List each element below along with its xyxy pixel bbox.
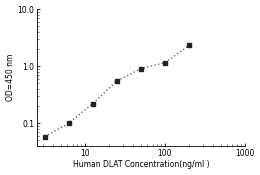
X-axis label: Human DLAT Concentration(ng/ml ): Human DLAT Concentration(ng/ml ): [73, 160, 209, 169]
Y-axis label: OD=450 nm: OD=450 nm: [5, 54, 15, 101]
